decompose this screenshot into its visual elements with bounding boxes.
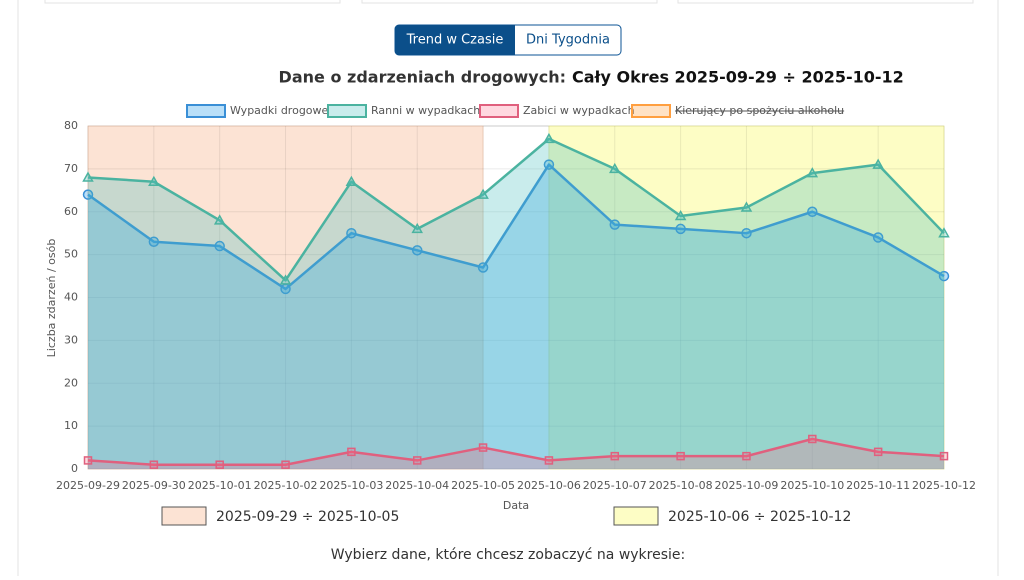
point (544, 456, 554, 465)
x-tick-label: 2025-10-12 (912, 479, 976, 492)
point (808, 434, 817, 444)
card (677, 0, 974, 4)
point (872, 158, 884, 169)
point (215, 460, 224, 469)
point (543, 159, 555, 170)
point (477, 262, 489, 273)
point (938, 227, 950, 238)
point (346, 227, 357, 239)
y-tick-label: 70 (64, 162, 78, 175)
point (938, 270, 950, 282)
region-legend-box (161, 506, 207, 526)
x-tick-label: 2025-10-02 (254, 479, 318, 492)
y-tick-label: 10 (64, 419, 78, 432)
y-tick-label: 30 (64, 333, 78, 346)
point (148, 236, 160, 248)
point (740, 201, 753, 212)
x-tick-label: 2025-10-09 (714, 479, 778, 492)
line (87, 163, 945, 291)
point (477, 188, 489, 199)
point (345, 175, 358, 186)
point (610, 451, 620, 461)
point (478, 443, 488, 452)
point (608, 162, 621, 174)
point (214, 240, 225, 252)
x-tick-label: 2025-09-30 (122, 479, 186, 492)
x-tick-label: 2025-10-03 (319, 479, 383, 492)
point (411, 222, 424, 234)
prompt: Wybierz dane, które chcesz zobaczyć na w… (331, 547, 686, 563)
area (88, 138, 944, 470)
point (609, 219, 621, 230)
point (676, 451, 685, 461)
line (87, 137, 945, 282)
legend-swatch (479, 104, 519, 118)
point (873, 447, 883, 457)
y-tick-label: 60 (64, 205, 78, 218)
x-tick-label: 2025-10-01 (188, 479, 252, 492)
x-tick-label: 2025-10-07 (583, 479, 647, 492)
point (411, 245, 423, 256)
tab[interactable]: Trend w Czasie (406, 33, 504, 48)
point (347, 447, 356, 457)
point (543, 132, 555, 144)
region-legend-label: 2025-09-29 ÷ 2025-10-05 (216, 509, 399, 525)
y-tick-label: 50 (64, 248, 78, 261)
line (87, 437, 945, 466)
y-tick-label: 40 (64, 291, 78, 304)
point (83, 456, 93, 465)
point (806, 167, 819, 178)
legend-label: Wypadki drogowe (230, 104, 329, 117)
point (807, 206, 818, 217)
point (939, 451, 949, 461)
point (675, 223, 686, 235)
point (82, 189, 94, 200)
point (82, 171, 94, 182)
x-tick-label: 2025-10-05 (451, 479, 515, 492)
point (281, 460, 290, 469)
x-tick-label: 2025-10-04 (385, 479, 449, 492)
x-tick-label: 2025-10-06 (517, 479, 581, 492)
region-legend-label: 2025-10-06 ÷ 2025-10-12 (668, 509, 851, 525)
point (213, 214, 226, 225)
card (361, 0, 658, 4)
point (742, 451, 751, 461)
point (279, 274, 292, 285)
legend-swatch (327, 104, 367, 118)
point (148, 175, 160, 186)
card (44, 0, 341, 4)
x-tick-label: 2025-10-10 (780, 479, 844, 492)
tab-bar: Trend w Czasie Dni Tygodnia (394, 24, 622, 56)
point (872, 232, 884, 243)
point (149, 460, 159, 469)
chart-title: Dane o zdarzeniach drogowych: (279, 68, 566, 87)
y-tick-label: 20 (64, 376, 78, 389)
x-axis-label: Data (503, 499, 529, 512)
legend-swatch (631, 104, 671, 118)
point (412, 456, 422, 465)
tab-active[interactable] (395, 25, 515, 55)
legend-label: Ranni w wypadkach (371, 104, 480, 117)
region (548, 125, 945, 470)
chart-subtitle: Cały Okres 2025-09-29 ÷ 2025-10-12 (572, 68, 904, 87)
x-tick-label: 2025-10-11 (846, 479, 910, 492)
x-tick-label: 2025-09-29 (56, 479, 120, 492)
y-tick-label: 0 (71, 462, 78, 475)
x-tick-label: 2025-10-08 (649, 479, 713, 492)
legend-swatch (186, 104, 226, 118)
area (88, 164, 944, 469)
point (741, 227, 752, 239)
tab[interactable]: Dni Tygodnia (526, 33, 610, 48)
legend-label: Zabici w wypadkach (523, 104, 635, 117)
y-tick-label: 80 (64, 119, 78, 132)
point (674, 210, 687, 221)
region-legend-box (613, 506, 659, 526)
y-axis-label: Liczba zdarzeń / osób (45, 239, 58, 358)
